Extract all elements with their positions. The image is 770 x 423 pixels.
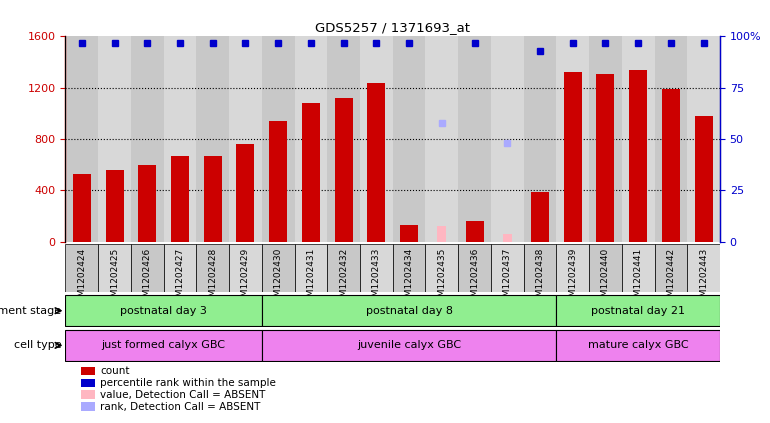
Bar [531,192,549,242]
Bar [302,103,320,242]
Text: GSM1202435: GSM1202435 [437,247,447,308]
Text: development stage: development stage [0,306,62,316]
Bar [360,36,393,242]
Text: cell type: cell type [14,341,62,350]
Bar [564,72,581,242]
Bar [262,295,556,326]
Bar [687,36,720,242]
Bar [204,156,222,242]
Bar [163,244,196,292]
Bar [105,170,123,242]
Bar [229,244,262,292]
Bar [229,36,262,242]
Bar [589,36,622,242]
Bar [466,221,484,242]
Bar [524,244,556,292]
Text: postnatal day 3: postnatal day 3 [120,306,207,316]
Text: postnatal day 8: postnatal day 8 [366,306,453,316]
Bar [65,295,262,326]
Bar [503,234,512,242]
Bar [491,36,524,242]
Text: GSM1202428: GSM1202428 [208,247,217,308]
Bar [662,89,680,242]
Bar [622,244,654,292]
Bar [262,36,294,242]
Bar [73,173,91,242]
Bar [99,244,131,292]
Text: count: count [100,366,129,376]
Bar [556,244,589,292]
Text: juvenile calyx GBC: juvenile calyx GBC [357,341,461,350]
Bar [556,295,720,326]
Text: GSM1202440: GSM1202440 [601,247,610,308]
Bar [367,82,385,242]
Text: GSM1202429: GSM1202429 [241,247,250,308]
Bar [335,98,353,242]
Bar [393,244,425,292]
Text: GSM1202442: GSM1202442 [666,247,675,308]
Text: GSM1202438: GSM1202438 [535,247,544,308]
Bar [131,244,163,292]
Bar [491,244,524,292]
Bar [196,36,229,242]
Bar [294,244,327,292]
Bar [654,36,687,242]
Bar [163,36,196,242]
Bar [327,36,360,242]
Bar [65,330,262,361]
Bar [629,70,647,242]
Text: GSM1202432: GSM1202432 [339,247,348,308]
Bar [695,116,712,242]
Text: GSM1202431: GSM1202431 [306,247,316,308]
Bar [688,244,720,292]
Bar [327,244,360,292]
Text: GSM1202433: GSM1202433 [372,247,381,308]
Text: GSM1202425: GSM1202425 [110,247,119,308]
Bar [262,244,295,292]
Bar [621,36,654,242]
Bar [556,36,589,242]
Bar [458,36,490,242]
Text: postnatal day 21: postnatal day 21 [591,306,685,316]
Bar [425,36,458,242]
Bar [65,36,99,242]
Bar [171,156,189,242]
Bar [589,244,622,292]
Text: GSM1202441: GSM1202441 [634,247,643,308]
Text: rank, Detection Call = ABSENT: rank, Detection Call = ABSENT [100,401,260,412]
Bar [65,244,99,292]
Bar [270,121,287,242]
Text: GSM1202443: GSM1202443 [699,247,708,308]
Text: just formed calyx GBC: just formed calyx GBC [102,341,226,350]
Bar [597,74,614,242]
Bar [139,165,156,242]
Bar [556,330,720,361]
Text: value, Detection Call = ABSENT: value, Detection Call = ABSENT [100,390,266,400]
Bar [393,36,425,242]
Bar [236,144,254,242]
Bar [196,244,229,292]
Bar [425,244,458,292]
Text: GSM1202426: GSM1202426 [142,247,152,308]
Bar [524,36,556,242]
Text: GSM1202437: GSM1202437 [503,247,512,308]
Bar [437,226,447,242]
Bar [458,244,491,292]
Text: GSM1202427: GSM1202427 [176,247,185,308]
Bar [262,330,556,361]
Text: GSM1202430: GSM1202430 [273,247,283,308]
Text: mature calyx GBC: mature calyx GBC [588,341,688,350]
Bar [131,36,163,242]
Text: GSM1202424: GSM1202424 [77,247,86,308]
Bar [99,36,131,242]
Text: GSM1202439: GSM1202439 [568,247,578,308]
Bar [654,244,688,292]
Text: percentile rank within the sample: percentile rank within the sample [100,378,276,388]
Text: GSM1202436: GSM1202436 [470,247,479,308]
Bar [400,225,418,242]
Text: GSM1202434: GSM1202434 [404,247,413,308]
Bar [360,244,393,292]
Bar [294,36,327,242]
Title: GDS5257 / 1371693_at: GDS5257 / 1371693_at [315,21,470,34]
